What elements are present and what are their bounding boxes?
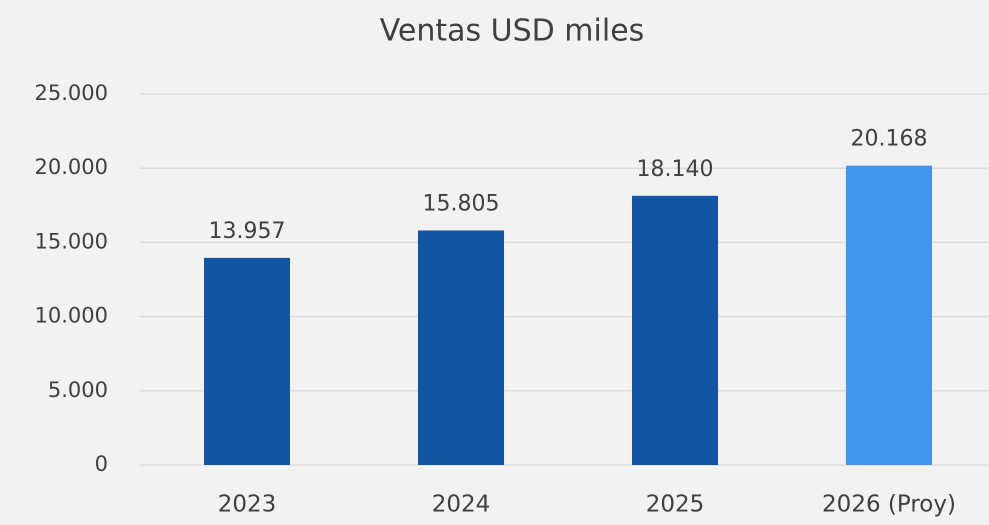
value-label: 15.805 [423,191,500,216]
y-tick-label: 5.000 [48,378,108,402]
value-label: 20.168 [851,127,928,152]
y-tick-label: 20.000 [35,155,108,179]
bar [846,165,932,465]
bar [418,230,504,465]
x-tick-label: 2026 (Proy) [822,492,956,518]
y-tick-label: 25.000 [35,81,108,105]
y-tick-label: 10.000 [35,304,108,328]
y-tick-label: 15.000 [35,229,108,253]
x-tick-label: 2024 [432,492,491,518]
bar [204,257,290,465]
bar [632,195,718,465]
chart-title: Ventas USD miles [380,14,645,49]
y-tick-label: 0 [95,452,108,476]
value-label: 13.957 [209,219,286,244]
x-tick-label: 2023 [218,492,277,518]
value-label: 18.140 [637,157,714,182]
x-tick-label: 2025 [646,492,705,518]
